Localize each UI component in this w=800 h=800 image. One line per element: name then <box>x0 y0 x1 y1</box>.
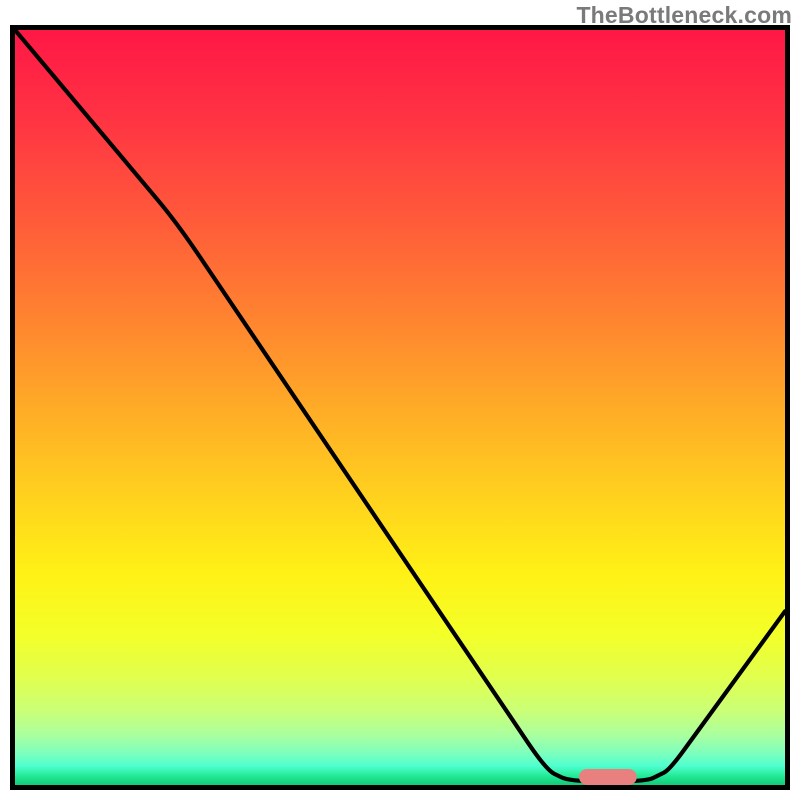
optimal-marker <box>579 769 637 785</box>
watermark-text: TheBottleneck.com <box>576 2 792 29</box>
gradient-background <box>15 30 785 785</box>
bottleneck-chart <box>0 0 800 800</box>
chart-container: TheBottleneck.com <box>0 0 800 800</box>
